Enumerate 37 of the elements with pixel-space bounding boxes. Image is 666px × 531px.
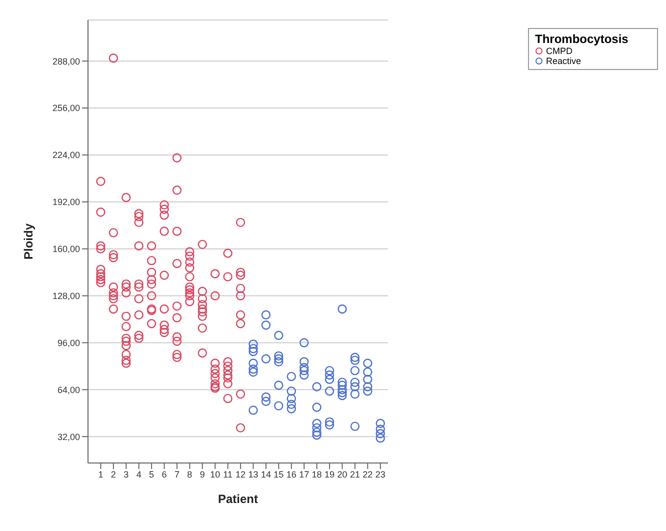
x-tick-label: 3 bbox=[124, 469, 129, 480]
x-axis-title: Patient bbox=[218, 492, 258, 506]
y-tick-label: 64,00 bbox=[57, 384, 80, 395]
y-tick-label: 128,00 bbox=[52, 290, 80, 301]
x-tick-label: 7 bbox=[174, 469, 180, 480]
y-tick-label: 224,00 bbox=[52, 150, 80, 160]
x-tick-label: 18 bbox=[312, 469, 322, 480]
x-tick-label: 15 bbox=[274, 469, 284, 480]
legend-label: CMPD bbox=[546, 46, 572, 56]
y-tick-label: 288,00 bbox=[52, 56, 80, 66]
x-tick-label: 14 bbox=[260, 469, 271, 480]
x-tick-label: 17 bbox=[299, 469, 310, 480]
x-tick-label: 20 bbox=[337, 469, 348, 480]
legend-title: Thrombocytosis bbox=[535, 32, 630, 46]
y-tick-label: 32,00 bbox=[57, 432, 80, 442]
legend-label: Reactive bbox=[546, 56, 582, 66]
x-tick-label: 16 bbox=[286, 469, 296, 480]
y-tick-label: 96,00 bbox=[57, 338, 80, 348]
x-tick-label: 13 bbox=[248, 469, 258, 480]
x-tick-label: 21 bbox=[350, 469, 360, 480]
x-tick-label: 5 bbox=[149, 469, 154, 480]
x-tick-label: 19 bbox=[324, 469, 335, 480]
y-tick-label: 160,00 bbox=[52, 244, 80, 254]
x-tick-label: 4 bbox=[136, 469, 142, 480]
x-tick-label: 1 bbox=[98, 469, 104, 480]
x-tick-label: 23 bbox=[375, 469, 386, 480]
x-tick-label: 11 bbox=[223, 469, 232, 480]
x-tick-label: 6 bbox=[162, 469, 167, 480]
x-tick-label: 8 bbox=[187, 469, 192, 480]
y-tick-label: 192,00 bbox=[52, 197, 80, 208]
y-axis-title: Ploidy bbox=[21, 223, 36, 260]
x-tick-label: 9 bbox=[200, 469, 205, 480]
x-tick-label: 22 bbox=[362, 469, 373, 480]
x-tick-label: 2 bbox=[110, 469, 116, 480]
x-tick-label: 12 bbox=[236, 469, 246, 480]
y-tick-label: 256,00 bbox=[52, 103, 80, 114]
x-tick-label: 10 bbox=[210, 469, 220, 480]
